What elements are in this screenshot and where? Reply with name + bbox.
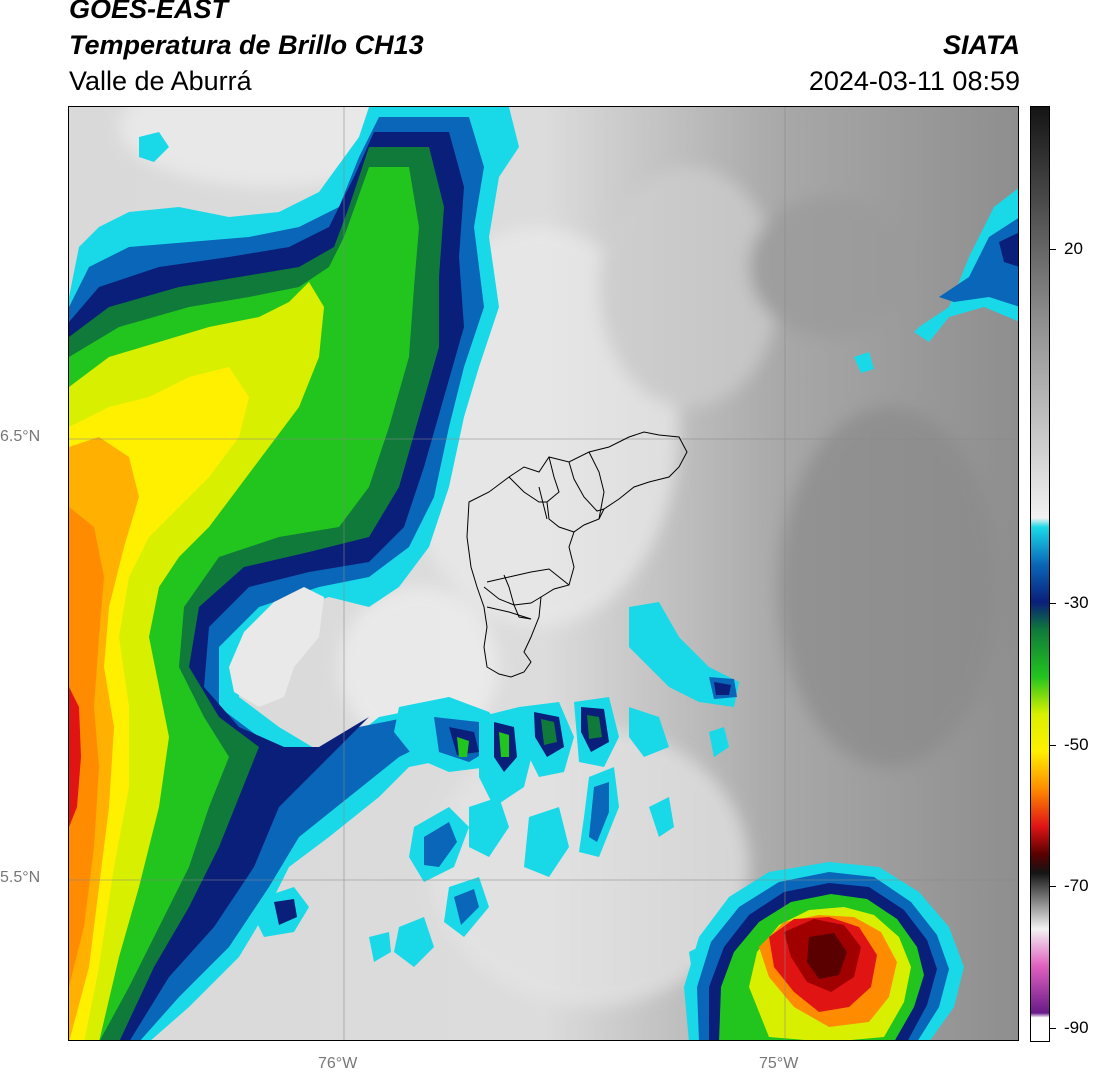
southeast-storm-cell [684,862,964,1040]
colorbar-label-20: 20 [1064,239,1083,258]
satellite-map[interactable] [68,106,1019,1041]
colorbar-tick [1050,603,1056,604]
colorbar-tick [1050,745,1056,746]
satellite-title: GOES-EAST [69,0,229,24]
colorbar-label-minus-70: -70 [1064,876,1089,895]
gridlines [69,107,1018,1040]
product-title: Temperatura de Brillo CH13 [69,30,424,60]
municipal-boundaries [466,431,688,678]
timestamp-label: 2024-03-11 08:59 [808,66,1020,96]
organization-label: SIATA [943,30,1020,60]
colorbar-label-minus-90: -90 [1064,1018,1089,1037]
colorbar-label-minus-30: -30 [1064,593,1089,612]
colorbar-tick [1050,249,1056,250]
region-subtitle: Valle de Aburrá [69,66,252,96]
colorbar-label-minus-50: -50 [1064,735,1089,754]
colorbar-tick [1050,886,1056,887]
lat-label-5-5: 5.5°N [0,869,41,886]
northeast-cell [914,188,1018,342]
lat-label-6-5: 6.5°N [0,428,41,445]
temperature-colorbar [1030,106,1050,1042]
scattered-cells [254,352,874,967]
west-cloud-system [69,107,519,1040]
lon-label-76w: 76°W [318,1055,358,1072]
lon-label-75w: 75°W [759,1055,799,1072]
colorbar-tick [1050,1028,1056,1029]
